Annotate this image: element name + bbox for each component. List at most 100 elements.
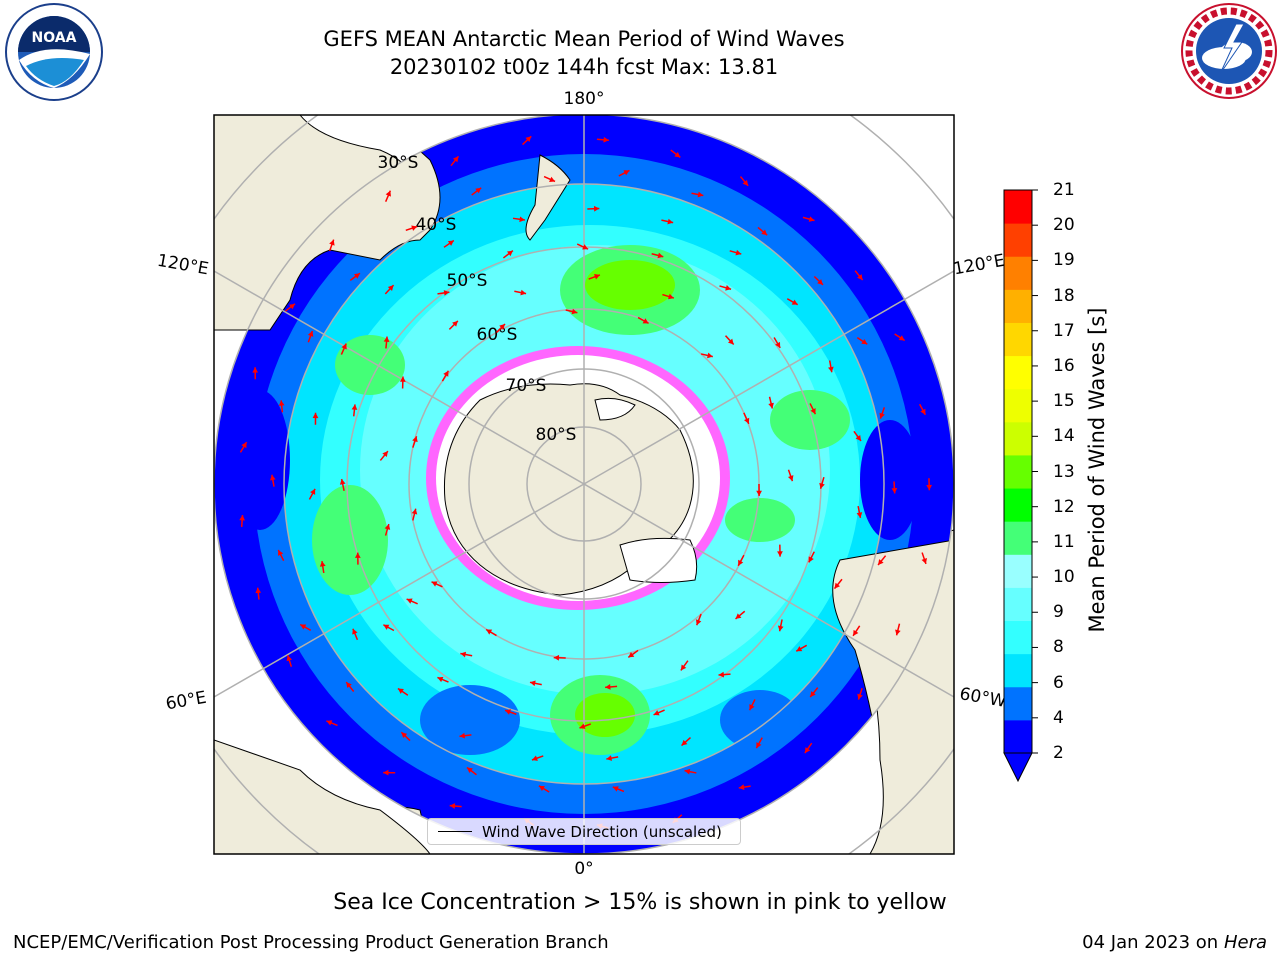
map-legend: Wind Wave Direction (unscaled) xyxy=(427,818,741,845)
wave-direction-arrowhead xyxy=(401,732,408,738)
colorbar-swatch xyxy=(1004,322,1032,357)
wave-direction-arrowhead xyxy=(449,803,456,809)
wave-direction-arrowhead xyxy=(695,619,702,626)
legend-line-sample xyxy=(438,831,472,832)
wave-direction-arrowhead xyxy=(385,190,391,197)
wave-direction-arrowhead xyxy=(352,628,358,635)
wave-direction-arrowhead xyxy=(787,475,794,482)
wave-direction-arrowhead xyxy=(506,250,513,257)
wave-direction-arrowhead xyxy=(808,216,815,222)
colorbar-tick-label: 2 xyxy=(1053,743,1064,763)
wave-direction-arrowhead xyxy=(452,320,458,327)
colorbar-tick-label: 16 xyxy=(1053,355,1075,376)
colorbar-tick-label: 18 xyxy=(1053,285,1075,306)
wave-direction-arrowhead xyxy=(926,484,933,491)
colorbar-swatch xyxy=(1004,653,1032,688)
wave-direction-arrowhead xyxy=(921,558,927,564)
wave-direction-arrowhead xyxy=(329,239,335,246)
colorbar-tick-label: 4 xyxy=(1053,707,1064,728)
wave-direction-arrowhead xyxy=(834,582,841,589)
wave-direction-arrowhead xyxy=(743,417,750,424)
colorbar-swatch xyxy=(1004,587,1032,622)
colorbar-tick-label: 9 xyxy=(1053,602,1064,623)
wave-direction-arrowhead xyxy=(623,170,630,176)
wave-direction-arrowhead xyxy=(549,176,556,182)
colorbar-tick-label: 6 xyxy=(1053,672,1064,693)
wave-direction-arrowhead xyxy=(920,408,926,415)
wave-direction-arrowhead xyxy=(447,240,454,246)
chart-title: GEFS MEAN Antarctic Mean Period of Wind … xyxy=(323,27,845,51)
wave-direction-arrowhead xyxy=(443,290,450,296)
lon-label-180: 180° xyxy=(564,89,605,109)
wave-direction-arrowhead xyxy=(605,684,611,690)
wave-direction-arrowhead xyxy=(681,739,688,746)
wave-direction-arrowhead xyxy=(761,229,768,236)
wave-direction-arrowhead xyxy=(725,285,732,291)
wave-direction-arrowhead xyxy=(289,303,296,310)
wave-direction-arrowhead xyxy=(582,244,589,250)
wave-direction-arrowhead xyxy=(519,216,525,223)
wave-direction-arrowhead xyxy=(310,488,316,495)
wave-direction-arrowhead xyxy=(252,367,259,373)
wave-direction-arrowhead xyxy=(796,646,803,652)
lon-label-120e-right: 120°E xyxy=(952,251,1006,280)
wave-direction-arrowhead xyxy=(383,336,390,343)
wave-direction-arrowhead xyxy=(383,624,390,630)
wave-direction-arrowhead xyxy=(520,289,527,296)
wave-direction-arrowhead xyxy=(728,338,734,345)
wave-direction-arrowhead xyxy=(857,274,863,281)
wave-direction-arrowhead xyxy=(657,252,664,259)
nws-logo xyxy=(1181,3,1277,99)
wave-direction-arrowhead xyxy=(791,299,798,305)
wave-direction-arrowhead xyxy=(384,524,391,530)
wave-direction-arrowhead xyxy=(777,625,784,632)
chart-subtitle: 20230102 t00z 144h fcst Max: 13.81 xyxy=(389,55,779,79)
wave-direction-arrowhead xyxy=(411,225,418,231)
wave-direction-arrowhead xyxy=(606,755,613,761)
lat-label-70s: 70°S xyxy=(506,376,547,396)
wave-direction-arrowhead xyxy=(857,693,863,700)
wave-direction-arrowhead xyxy=(856,512,863,518)
wave-direction-arrowhead xyxy=(553,654,560,661)
colorbar-swatch xyxy=(1004,488,1032,522)
sea-ice-caption: Sea Ice Concentration > 15% is shown in … xyxy=(333,890,947,915)
wave-direction-arrowhead xyxy=(486,629,493,635)
wave-direction-arrowhead xyxy=(777,551,783,557)
wave-direction-arrowhead xyxy=(278,400,285,406)
noaa-logo: NOAA xyxy=(5,3,103,101)
wave-direction-arrowhead xyxy=(354,552,361,558)
wave-direction-arrowhead xyxy=(718,671,725,678)
colorbar-tick-label: 17 xyxy=(1053,320,1075,341)
colorbar-swatch xyxy=(1004,620,1032,655)
wave-direction-arrowhead xyxy=(861,338,868,345)
wave-direction-arrowhead xyxy=(735,249,742,256)
legend-label: Wind Wave Direction (unscaled) xyxy=(482,822,722,841)
wave-direction-arrowhead xyxy=(351,404,358,410)
wave-direction-arrowhead xyxy=(804,747,811,754)
wave-direction-arrowhead xyxy=(255,587,262,594)
colorbar-swatch xyxy=(1004,355,1032,390)
colorbar-tick-label: 13 xyxy=(1053,461,1075,482)
lon-label-60w: 60°W xyxy=(958,684,1008,712)
wave-direction-arrowhead xyxy=(603,136,609,143)
lat-label-60s: 60°S xyxy=(477,325,518,345)
lon-label-120e: 120°E xyxy=(156,251,210,280)
wave-direction-arrowhead xyxy=(339,479,346,485)
lon-label-0: 0° xyxy=(574,859,593,879)
wave-direction-arrowhead xyxy=(460,651,467,658)
wave-direction-arrowhead xyxy=(628,652,635,658)
colorbar xyxy=(1003,189,1038,783)
wave-direction-arrowhead xyxy=(475,187,482,194)
wave-direction-arrowhead xyxy=(443,370,449,377)
colorbar-swatch xyxy=(1004,388,1032,423)
colorbar-swatch xyxy=(1004,719,1032,754)
wave-direction-arrowhead xyxy=(895,629,901,636)
svg-text:NOAA: NOAA xyxy=(32,30,77,46)
wave-direction-arrowhead xyxy=(341,343,347,350)
wave-direction-arrowhead xyxy=(819,482,825,489)
wave-direction-arrowhead xyxy=(383,769,389,776)
wave-direction-arrowhead xyxy=(452,156,459,163)
wave-direction-arrowhead xyxy=(742,179,749,186)
wave-direction-arrowhead xyxy=(810,691,816,697)
